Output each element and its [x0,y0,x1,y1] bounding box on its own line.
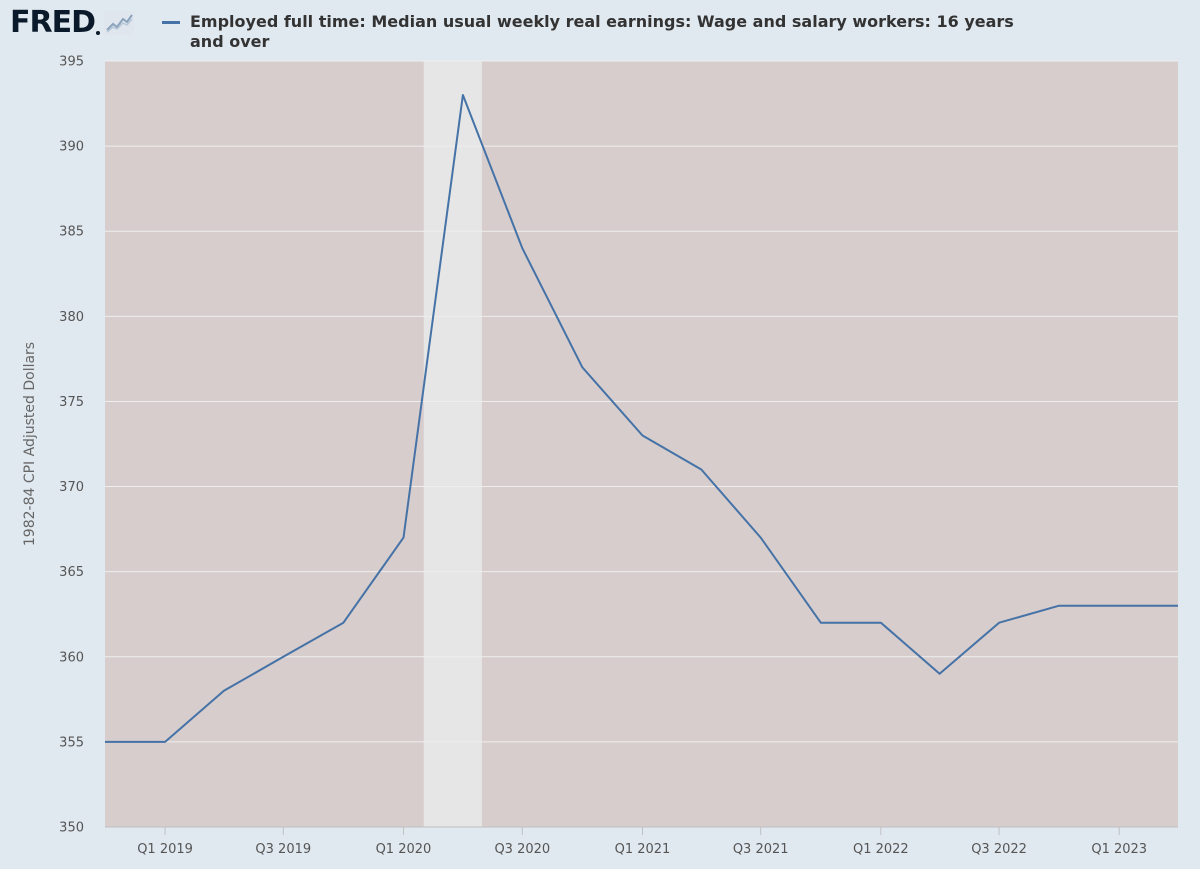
x-tick-label: Q1 2022 [853,842,909,857]
data-point[interactable] [1116,603,1122,609]
y-tick-label: 360 [59,650,84,665]
recession-band [423,61,482,827]
y-tick-label: 350 [59,821,84,836]
chart-legend[interactable]: Employed full time: Median usual weekly … [162,12,1022,52]
series-line[interactable] [105,94,1178,743]
data-point[interactable] [280,654,286,660]
y-tick-label: 380 [59,310,84,325]
y-tick-label: 375 [59,395,84,410]
plot-area [105,61,1178,827]
data-point[interactable] [639,432,645,438]
data-point[interactable] [878,620,884,626]
x-tick-label: Q3 2020 [494,842,550,857]
data-point[interactable] [221,688,227,694]
data-point[interactable] [340,620,346,626]
x-tick-label: Q1 2021 [615,842,671,857]
data-point[interactable] [758,535,764,541]
y-axis-title: 1982-84 CPI Adjusted Dollars [22,342,38,546]
data-point[interactable] [698,467,704,473]
line-chart-icon [104,11,134,35]
legend-series-name: Employed full time: Median usual weekly … [190,12,1014,51]
x-tick-label: Q3 2021 [733,842,789,857]
data-point[interactable] [102,739,108,745]
fred-logo-text: FRED [10,5,96,40]
y-tick-label: 390 [59,140,84,155]
data-point[interactable] [1056,603,1062,609]
y-tick-label: 385 [59,225,84,240]
x-tick-label: Q1 2019 [137,842,193,857]
y-tick-label: 370 [59,480,84,495]
x-tick-label: Q3 2019 [255,842,311,857]
data-point[interactable] [162,739,168,745]
fred-logo-dot [96,31,100,35]
y-tick-label: 395 [59,55,84,70]
y-tick-label: 355 [59,735,84,750]
data-point[interactable] [937,671,943,677]
x-tick-label: Q1 2023 [1091,842,1147,857]
legend-swatch [162,21,180,24]
data-point[interactable] [996,620,1002,626]
x-tick-label: Q1 2020 [376,842,432,857]
y-tick-label: 365 [59,565,84,580]
data-point[interactable] [460,92,466,98]
fred-logo[interactable]: FRED [10,6,134,40]
data-point[interactable] [818,620,824,626]
data-point[interactable] [579,364,585,370]
data-point[interactable] [400,535,406,541]
x-tick-label: Q3 2022 [971,842,1027,857]
data-point[interactable] [519,245,525,251]
